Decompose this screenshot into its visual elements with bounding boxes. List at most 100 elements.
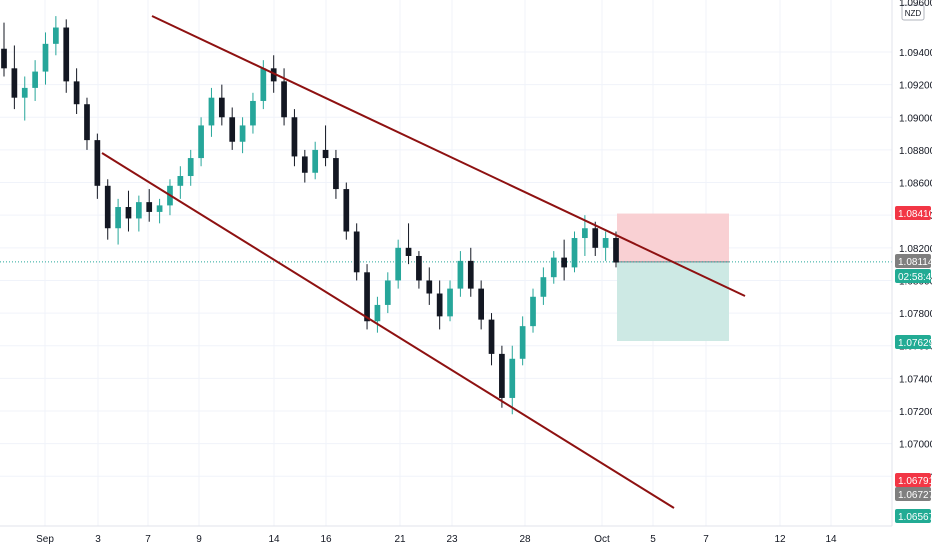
candle — [467, 247, 474, 297]
date-tick-label: 5 — [650, 534, 656, 545]
candle-body — [239, 125, 246, 142]
price-tick-label: 1.08200 — [899, 244, 932, 255]
candle-body — [177, 176, 184, 186]
low-red-badge-text: 1.06791 — [898, 476, 932, 487]
price-tick-label: 1.07800 — [899, 309, 932, 320]
candle-body — [208, 97, 215, 126]
candle-body — [53, 27, 59, 44]
candle-body — [582, 228, 588, 239]
stop-loss-badge-text: 1.08410 — [898, 209, 932, 220]
low-red-badge-bg — [895, 473, 931, 487]
position-tool[interactable] — [617, 213, 729, 341]
candle — [94, 133, 101, 199]
candle-body — [270, 68, 277, 82]
countdown-badge-bg — [895, 269, 931, 283]
candle-body — [426, 280, 433, 294]
candle-body — [301, 156, 308, 173]
candle — [478, 280, 485, 330]
candle-body — [602, 238, 609, 248]
candle — [312, 141, 319, 180]
candle-body — [94, 140, 101, 186]
current-price-badge-bg — [895, 254, 931, 268]
candle — [73, 68, 80, 115]
currency-label-box — [901, 4, 925, 21]
candle-body — [395, 247, 402, 281]
candle — [384, 272, 391, 314]
countdown-badge: 02:58:46 — [895, 269, 932, 283]
candle-body — [1, 48, 7, 69]
candle-body — [187, 158, 194, 177]
candle-body — [11, 68, 18, 98]
candle-body — [530, 296, 536, 327]
candle-body — [550, 257, 557, 278]
candle — [343, 182, 350, 240]
candle — [21, 76, 28, 121]
stop-loss-zone[interactable] — [617, 213, 729, 262]
candle-body — [457, 260, 464, 289]
stop-loss-badge-bg — [895, 206, 931, 220]
candle-body — [405, 247, 412, 256]
candle-body — [447, 288, 453, 317]
low-gray-badge-bg — [895, 487, 931, 501]
candle — [218, 84, 225, 126]
date-tick-label: 16 — [320, 534, 332, 545]
candle — [322, 125, 329, 167]
candle-body — [592, 228, 599, 248]
candles — [1, 16, 619, 415]
candle — [115, 198, 121, 245]
low-green-badge: 1.06567 — [895, 509, 932, 523]
date-tick-label: 14 — [825, 534, 837, 545]
candle-body — [63, 27, 70, 82]
lower-channel-trendline[interactable] — [101, 152, 675, 509]
price-tick-label: 1.07000 — [899, 440, 932, 451]
countdown-badge-text: 02:58:46 — [898, 272, 932, 283]
take-profit-zone[interactable] — [617, 261, 729, 341]
candle — [592, 221, 599, 256]
candle-body — [499, 353, 505, 398]
upper-channel-trendline[interactable] — [151, 15, 746, 297]
candle — [436, 280, 443, 330]
candle — [53, 16, 59, 56]
candle-body — [333, 158, 339, 190]
candle-body — [125, 207, 132, 219]
date-tick-label: 7 — [145, 534, 151, 545]
price-axis[interactable]: 1.09400 1.09200 1.09000 1.08800 1.08600 1.084… — [891, 0, 932, 526]
current-price-badge: 1.08114 — [895, 254, 932, 268]
candle — [104, 179, 111, 240]
time-axis[interactable]: Sep 3 7 9 14 16 21 23 28 Oct 5 7 12 14 — [0, 525, 892, 545]
price-tick-label: 1.07400 — [899, 374, 932, 385]
candle-body — [218, 97, 225, 118]
top-price-tick: 1.09600 — [899, 0, 932, 9]
candle — [229, 107, 236, 150]
candle — [63, 19, 70, 93]
date-tick-label: 14 — [268, 534, 280, 545]
currency-label[interactable]: NZD — [901, 4, 925, 21]
trendlines[interactable] — [101, 15, 746, 509]
candle — [177, 166, 184, 199]
date-tick-labels: Sep 3 7 9 14 16 21 23 28 Oct 5 7 12 14 — [36, 534, 837, 545]
candle — [239, 117, 246, 154]
low-gray-badge-text: 1.06727 — [898, 490, 932, 501]
low-green-badge-bg — [895, 509, 931, 523]
candle-body — [250, 100, 256, 126]
candle-body — [84, 104, 90, 141]
price-tick-label: 1.08600 — [899, 179, 932, 190]
date-tick-label: Sep — [36, 534, 54, 545]
candle-body — [115, 207, 121, 229]
candle — [540, 267, 547, 305]
candle — [374, 296, 381, 333]
candle-body — [104, 185, 111, 229]
candle-body — [281, 81, 287, 118]
candle — [353, 223, 360, 281]
price-tick-label: 1.09000 — [899, 113, 932, 124]
candle-body — [21, 87, 28, 98]
candle — [426, 267, 433, 305]
candle — [550, 251, 557, 284]
date-tick-label: 12 — [774, 534, 786, 545]
candle-body — [540, 277, 547, 297]
candle — [395, 239, 402, 289]
candle — [1, 22, 7, 77]
currency-text: NZD — [905, 9, 922, 18]
